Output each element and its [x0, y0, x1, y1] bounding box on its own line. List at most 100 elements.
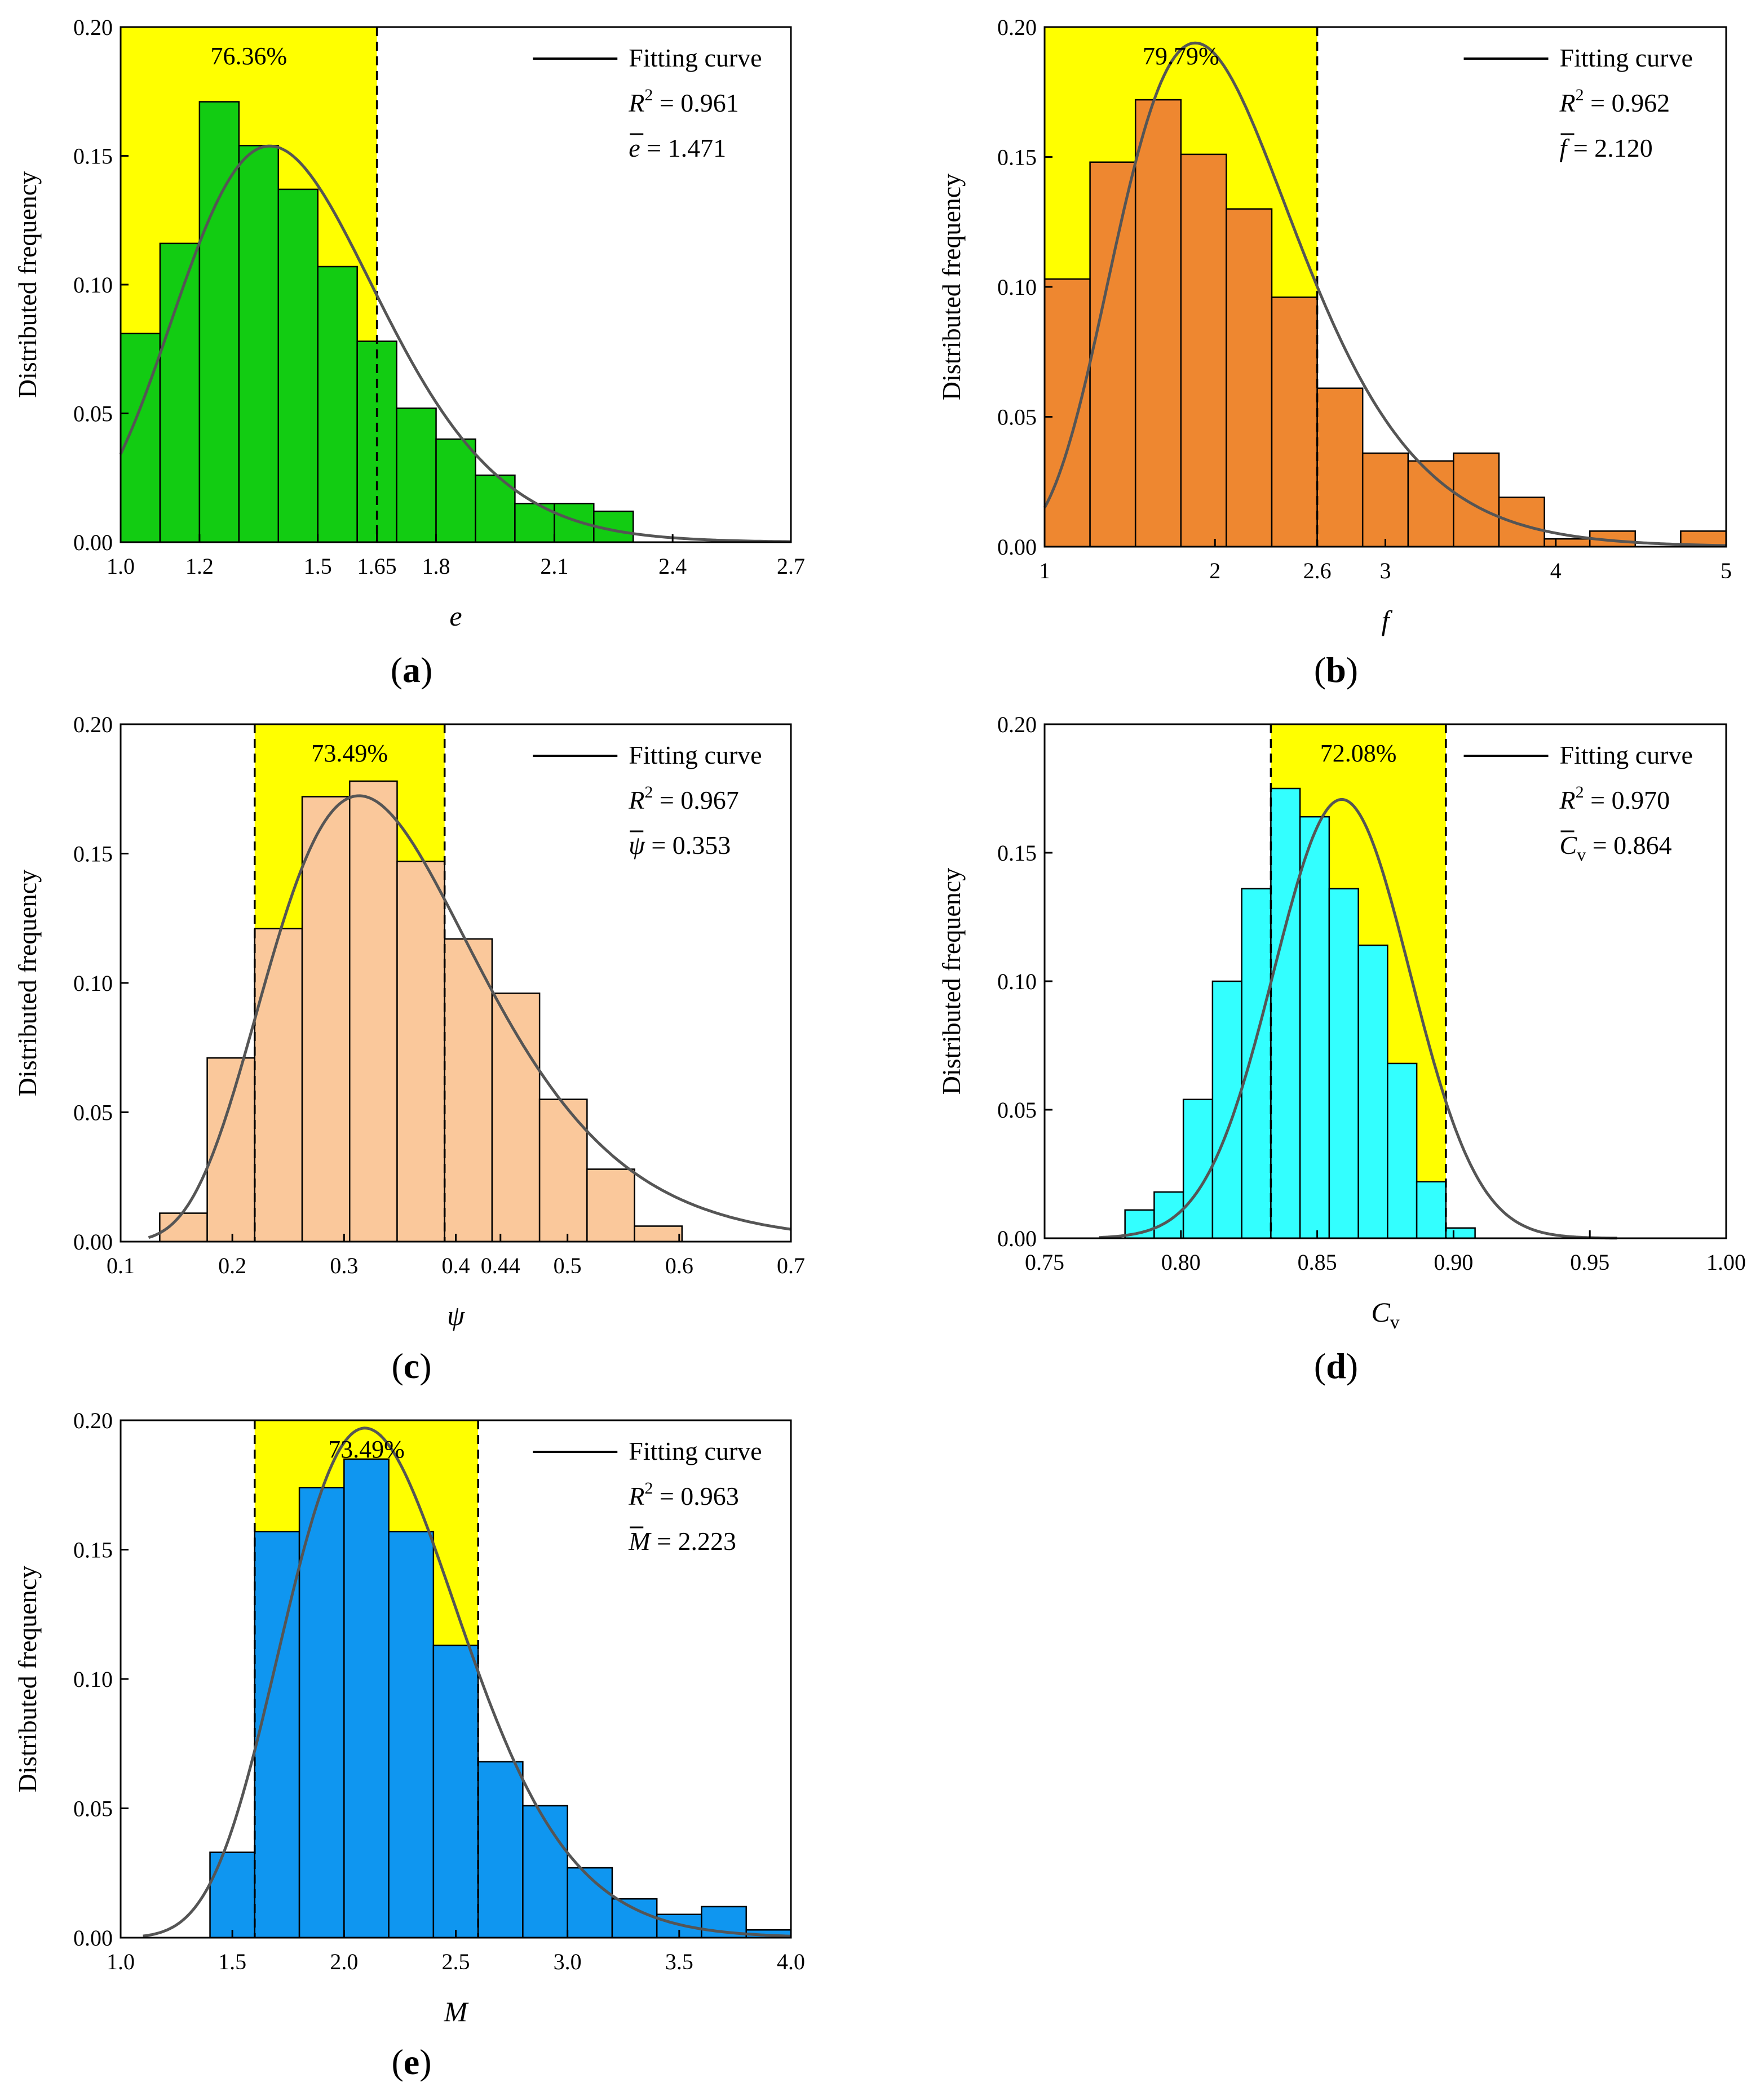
- x-tick-label: 5: [1721, 558, 1732, 583]
- y-tick-label: 0.15: [73, 144, 113, 169]
- x-tick-label: 4: [1550, 558, 1562, 583]
- histogram-bar: [477, 1761, 524, 1939]
- chart-panel-e: 1.0 1.5 2.0 2.5 3.0 3.5 4.0 0.00 0.05 0.10 0.15 0.2…: [13, 1408, 805, 2082]
- x-tick-label: 0.85: [1298, 1250, 1337, 1275]
- histogram-bar: [1134, 99, 1182, 548]
- histogram-bar: [586, 1168, 635, 1243]
- caption-paren-close: ): [419, 1346, 431, 1386]
- r-squared: R2 = 0.962: [1559, 86, 1670, 117]
- x-tick-label: 0.4: [442, 1253, 470, 1278]
- y-axis-label: Distributed frequency: [13, 1566, 42, 1792]
- caption-paren-open: (: [391, 650, 403, 690]
- mean-number: = 1.471: [640, 134, 726, 162]
- x-tick-label: 0.5: [554, 1253, 582, 1278]
- r-symbol: R: [628, 1482, 644, 1510]
- x-tick-label: 2.6: [1303, 558, 1332, 583]
- r-squared: R2 = 0.963: [628, 1479, 739, 1510]
- mean-symbol: C: [1560, 831, 1578, 860]
- r-squared-value: = 0.967: [653, 786, 738, 814]
- caption-paren-close: ): [1346, 650, 1358, 690]
- histogram-bar: [1089, 161, 1136, 548]
- x-tick-label: 0.3: [330, 1253, 358, 1278]
- caption-paren-open: (: [391, 2042, 403, 2082]
- x-tick-label: 0.75: [1025, 1250, 1064, 1275]
- fitting-curve: [143, 1426, 791, 1938]
- y-tick-label: 0.20: [997, 712, 1037, 737]
- caption-letter: c: [404, 1346, 419, 1386]
- mean-symbol: e: [629, 134, 640, 162]
- mean-symbol: ψ: [629, 831, 645, 860]
- mean-value: ψ = 0.353: [629, 831, 731, 860]
- y-tick-label: 0.15: [73, 1538, 113, 1563]
- mean-number: = 0.864: [1586, 831, 1671, 860]
- histogram-bar: [522, 1805, 568, 1939]
- percentage-label: 79.79%: [1143, 42, 1219, 70]
- legend-entry: Fitting curve: [1560, 741, 1693, 769]
- x-tick-label: 1.2: [185, 553, 214, 579]
- r-symbol: R: [628, 786, 644, 814]
- panels: 1.0 1.2 1.5 1.65 1.8 2.1 2.4 2.70.000.050.100.1…: [13, 15, 1746, 2082]
- x-axis-symbol: C: [1371, 1296, 1390, 1328]
- histogram-bar: [396, 407, 437, 543]
- x-tick-label: 1.0: [107, 1949, 135, 1974]
- caption-paren-open: (: [1314, 650, 1326, 690]
- histogram-bar: [317, 265, 358, 543]
- mean-value: M = 2.223: [628, 1527, 736, 1556]
- histogram-bar: [277, 188, 319, 543]
- y-tick-label: 0.15: [997, 840, 1037, 866]
- legend-entry: Fitting curve: [629, 1437, 762, 1465]
- x-axis-label: f: [1382, 605, 1393, 636]
- panel-caption: (b): [1314, 650, 1358, 690]
- fitting-curve: [148, 794, 791, 1239]
- histogram-bar: [634, 1225, 683, 1243]
- y-axis-label: Distributed frequency: [13, 171, 42, 398]
- mean-subscript: v: [1577, 844, 1586, 865]
- histogram-bar: [298, 1487, 345, 1939]
- x-tick-label: 2.1: [540, 553, 568, 579]
- caption-paren-close: ): [421, 650, 432, 690]
- histogram-bar: [1180, 153, 1227, 548]
- histogram-bar: [1328, 888, 1359, 1239]
- percentage-label: 76.36%: [210, 42, 287, 70]
- mean-value: Cv = 0.864: [1560, 831, 1672, 865]
- x-axis-label: Cv: [1371, 1296, 1399, 1333]
- r-superscript: 2: [644, 86, 653, 104]
- y-tick-label: 0.10: [997, 969, 1037, 994]
- histogram-bar: [538, 1098, 588, 1243]
- caption-letter: b: [1326, 650, 1346, 690]
- x-axis-label: ψ: [447, 1300, 465, 1331]
- percentage-label: 72.08%: [1320, 739, 1397, 767]
- panel-caption: (d): [1314, 1346, 1358, 1386]
- fitting-curve: [1099, 798, 1617, 1240]
- fitting-curve: [1043, 41, 1726, 547]
- r-symbol: R: [628, 88, 644, 117]
- x-tick-label: 0.6: [665, 1253, 693, 1278]
- y-tick-label: 0.20: [73, 1408, 113, 1433]
- caption-paren-open: (: [1314, 1346, 1326, 1386]
- mean-number: = 2.223: [651, 1527, 736, 1556]
- fitting-curve: [119, 144, 791, 543]
- x-axis-label: e: [449, 600, 462, 632]
- r-squared-value: = 0.961: [653, 88, 738, 117]
- y-tick-label: 0.05: [997, 405, 1037, 430]
- histogram-bar: [388, 1531, 435, 1939]
- x-tick-label: 1.00: [1706, 1250, 1746, 1275]
- histogram-bar: [1299, 816, 1330, 1239]
- histogram-bar: [567, 1867, 613, 1939]
- mean-value: f = 2.120: [1560, 134, 1653, 162]
- chart-panel-c: 0.1 0.2 0.3 0.4 0.44 0.5 0.6 0.7 0.00 0.05 0.10 0.1…: [13, 712, 805, 1386]
- y-tick-label: 0.20: [73, 15, 113, 40]
- x-axis-subscript: v: [1390, 1312, 1400, 1333]
- r-symbol: R: [1559, 786, 1576, 814]
- y-tick-label: 0.05: [73, 1796, 113, 1822]
- y-tick-label: 0.00: [997, 1226, 1037, 1251]
- y-tick-label: 0.05: [73, 401, 113, 427]
- r-superscript: 2: [644, 783, 653, 801]
- y-tick-label: 0.00: [997, 534, 1037, 560]
- x-tick-label: 2.5: [442, 1949, 470, 1974]
- x-tick-label: 3.0: [554, 1949, 582, 1974]
- y-tick-label: 0.15: [73, 841, 113, 867]
- x-axis-symbol: M: [444, 1996, 469, 2027]
- x-tick-label: 3.5: [665, 1949, 693, 1974]
